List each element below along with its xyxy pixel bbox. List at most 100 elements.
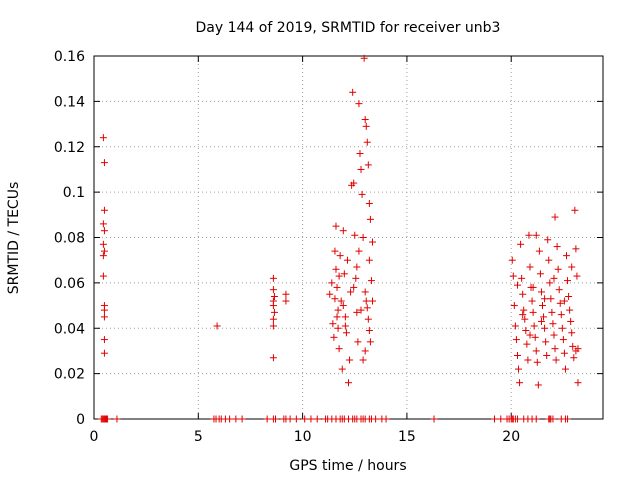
data-point: [569, 342, 577, 350]
data-point: [367, 277, 375, 285]
data-point: [100, 336, 108, 344]
y-tick-label: 0.08: [54, 231, 85, 247]
y-tick-label: 0.1: [63, 185, 85, 201]
data-point: [366, 338, 374, 346]
zero-data-point: [532, 415, 540, 423]
data-point: [550, 274, 558, 282]
data-point: [545, 256, 553, 264]
data-point: [574, 379, 582, 387]
data-point: [520, 306, 528, 314]
x-axis-title: GPS time / hours: [289, 458, 406, 474]
data-point: [334, 306, 342, 314]
data-point: [566, 306, 574, 314]
data-point: [562, 252, 570, 260]
data-point: [512, 336, 520, 344]
data-point: [553, 243, 561, 251]
data-point: [335, 345, 343, 353]
zero-data-point: [113, 415, 121, 423]
data-point: [359, 234, 367, 241]
data-point: [350, 179, 358, 187]
data-point: [568, 263, 576, 271]
data-point: [350, 283, 358, 291]
data-point: [558, 324, 566, 332]
data-point: [510, 302, 518, 310]
data-point: [361, 116, 369, 124]
data-point: [99, 240, 107, 248]
data-point: [353, 308, 361, 316]
zero-data-point: [382, 415, 390, 423]
data-point: [330, 333, 338, 341]
data-point: [269, 322, 277, 330]
data-point: [328, 279, 336, 287]
zero-data-point: [497, 415, 505, 423]
data-point: [282, 297, 290, 305]
data-point: [551, 213, 559, 221]
x-tick-label: 15: [398, 429, 416, 445]
data-point: [349, 88, 357, 96]
data-point: [552, 356, 560, 364]
data-point: [363, 138, 371, 146]
data-point: [354, 338, 362, 346]
data-point: [282, 290, 290, 298]
data-point: [331, 247, 339, 255]
data-point: [567, 317, 575, 325]
data-point: [532, 231, 540, 239]
data-point: [555, 286, 563, 294]
data-point: [530, 322, 538, 330]
data-point: [341, 313, 349, 321]
data-point: [364, 161, 372, 169]
data-point: [529, 308, 537, 316]
data-point: [509, 272, 517, 280]
data-point: [100, 306, 108, 314]
data-point: [549, 320, 557, 328]
data-point: [540, 313, 548, 321]
zero-data-point: [513, 415, 521, 423]
data-point: [572, 245, 580, 253]
data-point: [332, 222, 340, 230]
data-point: [351, 231, 359, 239]
data-point: [519, 311, 527, 319]
data-point: [526, 263, 534, 271]
y-tick-label: 0.06: [54, 276, 85, 292]
x-tick-label: 20: [502, 429, 520, 445]
data-point: [539, 302, 547, 310]
data-point: [362, 122, 370, 130]
data-point: [560, 349, 568, 357]
zero-data-point: [286, 415, 294, 423]
zero-data-point: [238, 415, 246, 423]
data-point: [523, 340, 531, 348]
data-point: [516, 379, 524, 387]
y-axis-title: SRMTID / TECUs: [6, 182, 22, 295]
zero-data-point: [301, 415, 309, 423]
data-point: [547, 295, 555, 303]
data-point: [358, 190, 366, 198]
data-point: [335, 272, 343, 280]
data-point: [339, 227, 347, 235]
data-point: [345, 379, 352, 387]
data-point: [525, 231, 533, 239]
data-point: [100, 159, 108, 167]
data-point: [326, 290, 334, 298]
zero-data-point: [263, 415, 271, 423]
data-point: [522, 327, 530, 335]
data-point: [365, 199, 373, 207]
data-point: [541, 324, 549, 332]
data-point: [352, 274, 360, 282]
data-point: [561, 365, 569, 373]
data-point: [521, 315, 529, 323]
data-point: [342, 329, 350, 337]
data-point: [513, 281, 521, 289]
zero-data-point: [372, 415, 380, 423]
data-point: [346, 356, 354, 364]
zero-data-point: [307, 415, 315, 423]
data-point: [548, 308, 556, 316]
data-point: [343, 256, 351, 264]
data-point: [541, 295, 549, 303]
data-point: [361, 347, 369, 355]
data-point: [353, 263, 361, 271]
data-point: [564, 277, 572, 285]
x-tick-label: 10: [294, 429, 312, 445]
data-point: [269, 302, 277, 310]
data-point: [336, 252, 344, 260]
data-point: [508, 256, 516, 264]
